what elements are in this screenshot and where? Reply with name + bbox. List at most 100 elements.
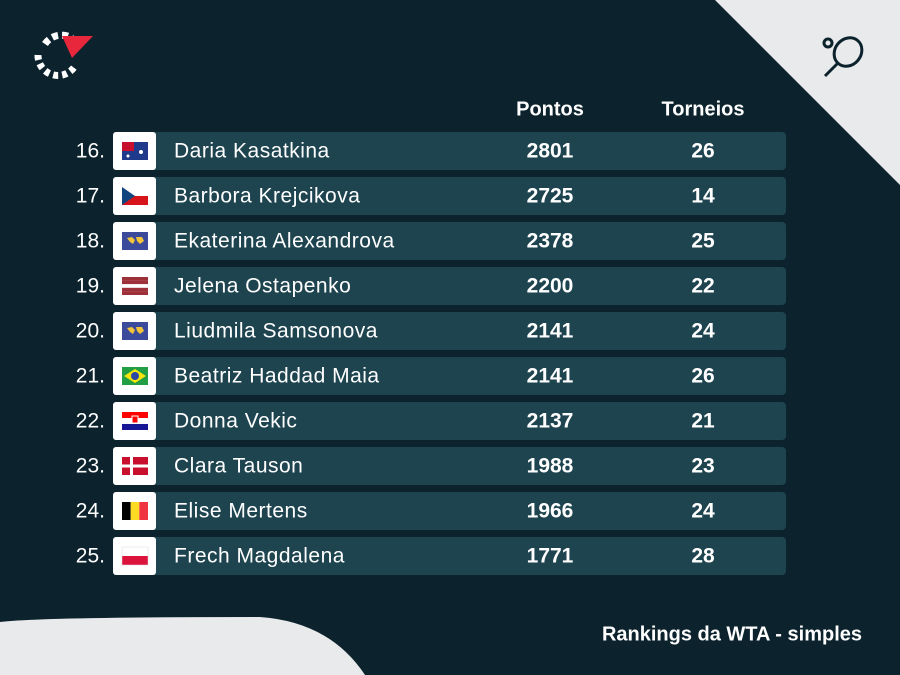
flag-part bbox=[131, 372, 139, 380]
player-name: Ekaterina Alexandrova bbox=[174, 230, 395, 253]
flag-part bbox=[122, 502, 131, 520]
flag bbox=[122, 322, 148, 340]
table-row: 24. Elise Mertens 1966 24 bbox=[76, 492, 786, 530]
flag-part bbox=[122, 187, 135, 205]
corner-decoration bbox=[0, 617, 365, 675]
table-row: 17. Barbora Krejcikova 2725 14 bbox=[76, 177, 786, 215]
rank: 19. bbox=[76, 275, 105, 298]
flag-part bbox=[122, 412, 148, 418]
flag bbox=[121, 546, 149, 566]
row-background bbox=[113, 357, 786, 395]
player-name: Frech Magdalena bbox=[174, 545, 345, 568]
flag bbox=[122, 412, 148, 430]
flag bbox=[122, 457, 148, 475]
table-row: 23. Clara Tauson 1988 23 bbox=[76, 447, 786, 485]
flag-part bbox=[121, 546, 149, 566]
footer-title: Rankings da WTA - simples bbox=[602, 623, 862, 645]
flag-part bbox=[122, 142, 134, 151]
tournaments: 14 bbox=[691, 185, 715, 208]
flag-part bbox=[122, 277, 148, 281]
flag-part bbox=[122, 196, 148, 205]
table-row: 19. Jelena Ostapenko 2200 22 bbox=[76, 267, 786, 305]
flag-part bbox=[122, 232, 148, 250]
flag-part bbox=[130, 502, 140, 520]
points: 2725 bbox=[527, 185, 574, 208]
rank: 24. bbox=[76, 500, 105, 523]
row-background bbox=[113, 402, 786, 440]
points: 2378 bbox=[527, 230, 574, 253]
logo bbox=[34, 31, 93, 79]
table-row: 22. Donna Vekic 2137 21 bbox=[76, 402, 786, 440]
points: 2141 bbox=[527, 320, 574, 343]
table-row: 18. Ekaterina Alexandrova 2378 25 bbox=[76, 222, 786, 260]
flag-part bbox=[122, 464, 148, 468]
flag-part bbox=[122, 424, 148, 430]
rank: 20. bbox=[76, 320, 105, 343]
flag-part bbox=[126, 154, 130, 158]
row-background bbox=[113, 312, 786, 350]
tournaments: 24 bbox=[691, 320, 715, 343]
table-row: 25. Frech Magdalena 1771 28 bbox=[76, 537, 786, 575]
row-background bbox=[113, 492, 786, 530]
flag-part bbox=[122, 547, 148, 556]
player-name: Beatriz Haddad Maia bbox=[174, 365, 380, 388]
rank: 21. bbox=[76, 365, 105, 388]
flag-part bbox=[122, 291, 148, 295]
row-background bbox=[113, 177, 786, 215]
flag-part bbox=[122, 556, 148, 565]
tournaments: 24 bbox=[691, 500, 715, 523]
flag bbox=[122, 187, 148, 205]
rank: 17. bbox=[76, 185, 105, 208]
flag bbox=[122, 502, 148, 520]
player-name: Elise Mertens bbox=[174, 500, 308, 523]
rank: 18. bbox=[76, 230, 105, 253]
points: 2141 bbox=[527, 365, 574, 388]
flag-part bbox=[122, 322, 148, 340]
tournaments: 23 bbox=[691, 455, 714, 478]
column-header: Torneios bbox=[662, 98, 745, 120]
row-background bbox=[113, 267, 786, 305]
table-row: 16. Daria Kasatkina 2801 26 bbox=[76, 132, 786, 170]
rank: 22. bbox=[76, 410, 105, 433]
tournaments: 26 bbox=[691, 140, 714, 163]
flag-part bbox=[139, 502, 148, 520]
tournaments: 22 bbox=[691, 275, 714, 298]
player-name: Liudmila Samsonova bbox=[174, 320, 378, 343]
flag bbox=[122, 232, 148, 250]
flag bbox=[122, 277, 148, 295]
tournaments: 26 bbox=[691, 365, 714, 388]
flag bbox=[122, 142, 148, 160]
row-background bbox=[113, 447, 786, 485]
flag-part bbox=[131, 415, 139, 424]
rank: 16. bbox=[76, 140, 105, 163]
rank: 23. bbox=[76, 455, 105, 478]
flag-part bbox=[122, 187, 148, 196]
tournaments: 21 bbox=[691, 410, 715, 433]
rank: 25. bbox=[76, 545, 105, 568]
flag-part bbox=[127, 237, 144, 244]
table-row: 20. Liudmila Samsonova 2141 24 bbox=[76, 312, 786, 350]
flag-part bbox=[122, 280, 148, 285]
column-header: Pontos bbox=[516, 98, 584, 120]
points: 1771 bbox=[527, 545, 574, 568]
points: 2801 bbox=[527, 140, 574, 163]
points: 2200 bbox=[527, 275, 574, 298]
tennis-icon bbox=[822, 36, 864, 78]
points: 1988 bbox=[527, 455, 574, 478]
player-name: Daria Kasatkina bbox=[174, 140, 330, 163]
player-name: Jelena Ostapenko bbox=[174, 275, 351, 298]
points: 1966 bbox=[527, 500, 574, 523]
row-background bbox=[113, 222, 786, 260]
table: 16. Daria Kasatkina 2801 26 17. Barbora Krejc… bbox=[76, 132, 786, 575]
player-name: Barbora Krejcikova bbox=[174, 185, 360, 208]
flag-part bbox=[127, 327, 144, 334]
flag-part bbox=[139, 150, 143, 154]
flag-part bbox=[122, 284, 148, 288]
tournaments: 25 bbox=[691, 230, 715, 253]
corner-decoration bbox=[715, 0, 900, 185]
row-background bbox=[113, 132, 786, 170]
table-row: 21. Beatriz Haddad Maia 2141 26 bbox=[76, 357, 786, 395]
tournaments: 28 bbox=[691, 545, 715, 568]
